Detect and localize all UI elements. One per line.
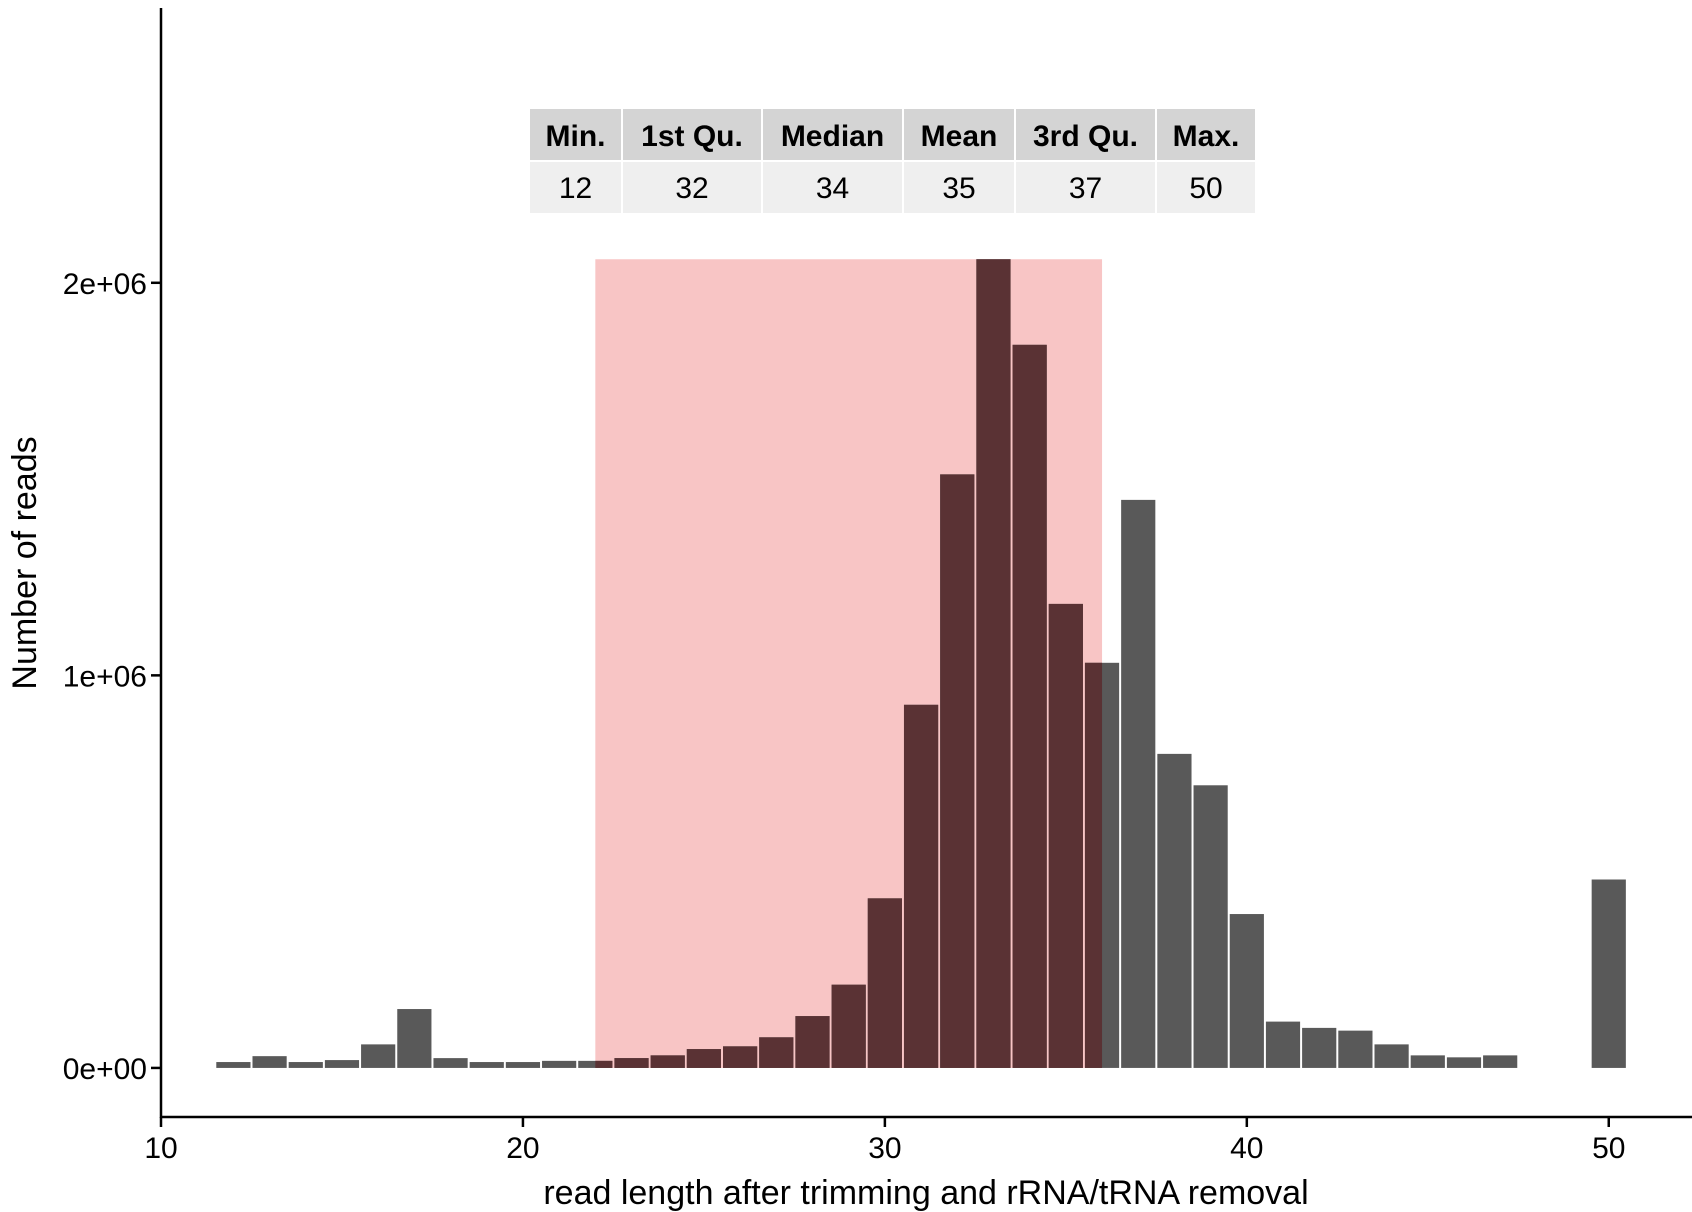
table-value-label: 34 [816, 172, 849, 205]
bar [469, 1062, 504, 1068]
bar-highlight-overlay [614, 1058, 649, 1068]
bar [1302, 1027, 1337, 1068]
bar-highlight-overlay [795, 1016, 830, 1068]
bar [252, 1056, 287, 1068]
table-header-cell [904, 109, 1014, 160]
y-ticks: 0e+00 1e+06 2e+06 [63, 268, 161, 1086]
bar [1446, 1057, 1482, 1068]
table-value-cell [763, 162, 902, 213]
bar-highlight-overlay [940, 474, 975, 1068]
bar-highlight-overlay [650, 1055, 685, 1068]
bar [361, 1044, 396, 1068]
table-header-cell [1157, 109, 1255, 160]
table-header-label: 1st Qu. [641, 120, 743, 153]
y-tick-label: 1e+06 [63, 660, 147, 693]
table-value-label: 50 [1189, 172, 1222, 205]
table-value-cell [904, 162, 1014, 213]
bar [1338, 1030, 1373, 1068]
table-header-cell [763, 109, 902, 160]
bar-highlight-overlay [1012, 344, 1047, 1068]
bar [1410, 1055, 1445, 1068]
table-value-cell [1016, 162, 1155, 213]
bar-highlight-overlay [831, 984, 866, 1068]
bar-highlight-overlay [759, 1037, 794, 1068]
x-tick-label: 10 [144, 1132, 177, 1165]
table-header-cell [623, 109, 761, 160]
bar [1193, 785, 1228, 1068]
bar [1591, 879, 1626, 1068]
bar [505, 1062, 541, 1068]
x-tick-label: 30 [868, 1132, 901, 1165]
table-value-label: 37 [1069, 172, 1102, 205]
table-value-label: 32 [675, 172, 708, 205]
x-tick-label: 40 [1230, 1132, 1263, 1165]
table-header-label: Min. [546, 120, 606, 153]
table-value-label: 12 [559, 172, 592, 205]
table-header-label: 3rd Qu. [1033, 120, 1138, 153]
bar [1265, 1021, 1301, 1068]
x-tick-label: 20 [506, 1132, 539, 1165]
x-ticks: 10 20 30 40 50 [144, 1117, 1625, 1165]
table-header-cell [1016, 109, 1155, 160]
bar [324, 1060, 360, 1068]
bar [1157, 753, 1192, 1068]
bar [216, 1062, 251, 1068]
table-header-label: Median [781, 120, 884, 153]
x-axis-title: read length after trimming and rRNA/tRNA… [543, 1174, 1308, 1212]
bar [1229, 914, 1264, 1068]
bar-highlight-overlay [976, 259, 1011, 1068]
x-tick-label: 50 [1592, 1132, 1625, 1165]
bar-highlight-overlay [903, 704, 939, 1068]
bar [433, 1058, 468, 1068]
bar [397, 1009, 432, 1068]
table-value-cell [623, 162, 761, 213]
y-tick-label: 2e+06 [63, 268, 147, 301]
table-header-label: Mean [921, 120, 998, 153]
bar [1121, 499, 1156, 1068]
bar [288, 1062, 323, 1068]
bar-highlight-overlay [1048, 603, 1083, 1068]
bar [1374, 1044, 1409, 1068]
bar-highlight-overlay [595, 1060, 613, 1068]
bar-highlight-overlay [867, 898, 902, 1068]
y-axis-title: Number of reads [6, 436, 44, 689]
summary-table: Min. 12 1st Qu. 32 Median 34 Mean 35 3rd Qu. 37 Ma… [530, 109, 1255, 213]
table-value-cell [1157, 162, 1255, 213]
bar [1483, 1055, 1518, 1068]
table-value-label: 35 [942, 172, 975, 205]
bar [542, 1060, 577, 1068]
bar-highlight-overlay [686, 1049, 722, 1068]
bar-highlight-overlay [1084, 662, 1103, 1068]
table-value-cell [530, 162, 621, 213]
table-header-label: Max. [1173, 120, 1240, 153]
table-header-cell [530, 109, 621, 160]
y-tick-label: 0e+00 [63, 1053, 147, 1086]
bar-highlight-overlay [723, 1046, 758, 1068]
